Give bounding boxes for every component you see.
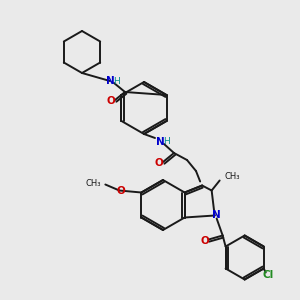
Text: O: O — [117, 185, 126, 196]
Text: N: N — [212, 211, 221, 220]
Text: CH₃: CH₃ — [86, 179, 101, 188]
Text: H: H — [114, 76, 120, 85]
Text: N: N — [106, 76, 114, 86]
Text: CH₃: CH₃ — [225, 172, 240, 181]
Text: H: H — [164, 137, 170, 146]
Text: N: N — [156, 137, 164, 147]
Text: O: O — [106, 96, 116, 106]
Text: O: O — [154, 158, 164, 168]
Text: Cl: Cl — [262, 269, 273, 280]
Text: O: O — [200, 236, 209, 247]
